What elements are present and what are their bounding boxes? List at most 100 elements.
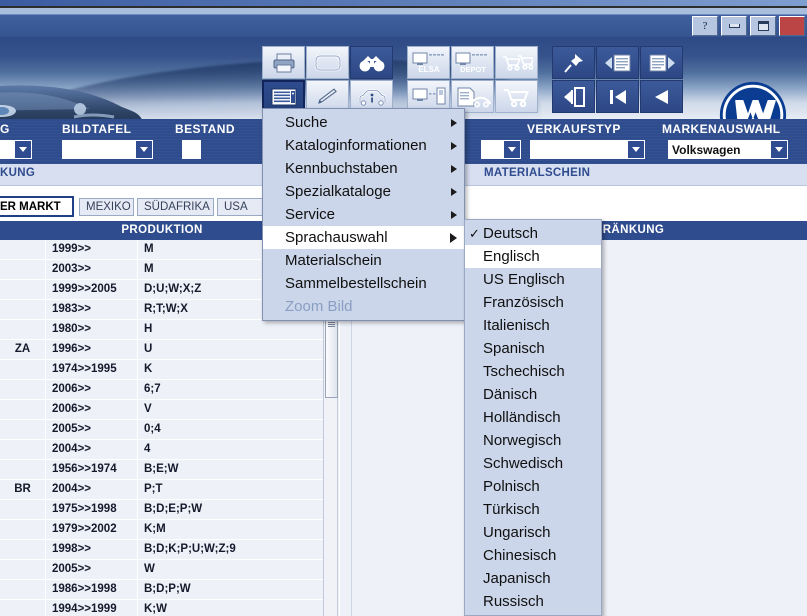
cell-country [0, 560, 46, 579]
table-row[interactable]: 1956>>1974 B;E;W [0, 460, 324, 480]
print-icon[interactable] [262, 46, 305, 79]
menu-item-sprachauswahl[interactable]: Sprachauswahl [263, 226, 464, 249]
table-row[interactable]: 1999>> M [0, 240, 324, 260]
language-item-japanisch[interactable]: Japanisch [465, 567, 601, 590]
first-page-icon[interactable] [596, 80, 639, 113]
language-item-tschechisch[interactable]: Tschechisch [465, 360, 601, 383]
table-row[interactable]: 1998>> B;D;K;P;U;W;Z;9 [0, 540, 324, 560]
language-item-schwedisch[interactable]: Schwedisch [465, 452, 601, 475]
toolbar-group-1 [262, 46, 394, 114]
table-row[interactable]: 2005>> W [0, 560, 324, 580]
binoculars-icon[interactable] [350, 46, 393, 79]
language-item-polnisch[interactable]: Polnisch [465, 475, 601, 498]
combo-bildtafel[interactable] [62, 140, 153, 159]
combo-g[interactable] [0, 140, 32, 159]
cell-country [0, 320, 46, 339]
table-row[interactable]: 1994>>1999 K;W [0, 600, 324, 616]
table-row[interactable]: 1999>>2005 D;U;W;X;Z [0, 280, 324, 300]
menu-item-suche[interactable]: Suche [263, 111, 464, 134]
chevron-down-icon[interactable] [135, 141, 152, 158]
table-row[interactable]: 1974>>1995 K [0, 360, 324, 380]
cell-production-years: 1956>>1974 [46, 460, 138, 479]
table-row[interactable]: 2003>> M [0, 260, 324, 280]
cell-country [0, 540, 46, 559]
cell-codes: 6;7 [144, 383, 161, 395]
table-row[interactable]: 1980>> H [0, 320, 324, 340]
menu-item-label: Materialschein [285, 252, 382, 269]
next-document-icon[interactable] [640, 46, 683, 79]
menu-item-service[interactable]: Service [263, 203, 464, 226]
language-submenu[interactable]: ✓ Deutsch Englisch US Englisch Französisch It… [464, 219, 602, 616]
document-car-icon[interactable] [451, 80, 494, 113]
back-icon[interactable] [640, 80, 683, 113]
menu-item-materialschein[interactable]: Materialschein [263, 249, 464, 272]
minimize-button[interactable] [721, 16, 747, 36]
table-row[interactable]: 2006>> 6;7 [0, 380, 324, 400]
table-row[interactable]: 1975>>1998 B;D;E;P;W [0, 500, 324, 520]
monitor-device-icon[interactable] [407, 80, 450, 113]
elsa-icon[interactable]: ELSA [407, 46, 450, 79]
double-cart-icon[interactable] [495, 46, 538, 79]
cell-country [0, 400, 46, 419]
language-item-franz-sisch[interactable]: Französisch [465, 291, 601, 314]
combo-unlabeled[interactable] [481, 140, 521, 159]
tab-mexiko[interactable]: MEXIKO [79, 198, 134, 216]
language-item-label: Holländisch [483, 409, 561, 426]
language-item-spanisch[interactable]: Spanisch [465, 337, 601, 360]
chevron-down-icon[interactable] [14, 141, 31, 158]
menu-item-sammelbestellschein[interactable]: Sammelbestellschein [263, 272, 464, 295]
chevron-down-icon[interactable] [627, 141, 644, 158]
language-item-deutsch[interactable]: ✓ Deutsch [465, 222, 601, 245]
table-row[interactable]: 1979>>2002 K;M [0, 520, 324, 540]
language-item-d-nisch[interactable]: Dänisch [465, 383, 601, 406]
language-item-holl-ndisch[interactable]: Holländisch [465, 406, 601, 429]
language-item-label: Russisch [483, 593, 544, 610]
checkbox-bestand[interactable] [182, 140, 201, 159]
combo-markenauswahl[interactable]: Volkswagen [668, 140, 788, 159]
field-label-g: G [0, 122, 10, 136]
language-item-englisch[interactable]: Englisch [465, 245, 601, 268]
menu-item-spezialkataloge[interactable]: Spezialkataloge [263, 180, 464, 203]
previous-document-icon[interactable] [596, 46, 639, 79]
language-item-italienisch[interactable]: Italienisch [465, 314, 601, 337]
language-item-label: Deutsch [483, 225, 539, 242]
cell-codes: U [144, 343, 153, 355]
menu-item-label: Suche [285, 114, 328, 131]
combo-unlabeled-value [482, 141, 503, 158]
table-row[interactable]: 1986>>1998 B;D;P;W [0, 580, 324, 600]
depot-icon[interactable]: DEPOT [451, 46, 494, 79]
language-item-russisch[interactable]: Russisch [465, 590, 601, 613]
table-row[interactable]: 2004>> 4 [0, 440, 324, 460]
restore-button[interactable] [750, 16, 776, 36]
table-row[interactable]: 1983>> R;T;W;X [0, 300, 324, 320]
combo-verkaufstyp[interactable] [530, 140, 645, 159]
table-row[interactable]: BR 2004>> P;T [0, 480, 324, 500]
cell-production-years: 1979>>2002 [46, 520, 138, 539]
exit-icon[interactable] [552, 80, 595, 113]
menu-item-kataloginformationen[interactable]: Kataloginformationen [263, 134, 464, 157]
language-item-ungarisch[interactable]: Ungarisch [465, 521, 601, 544]
main-dropdown-menu[interactable]: Suche Kataloginformationen Kennbuchstaben S… [262, 108, 465, 321]
subbar-right-label: MATERIALSCHEIN [484, 167, 591, 179]
language-item-t-rkisch[interactable]: Türkisch [465, 498, 601, 521]
tab-suedafrika[interactable]: SÜDAFRIKA [137, 198, 214, 216]
language-item-us-englisch[interactable]: US Englisch [465, 268, 601, 291]
table-row[interactable]: ZA 1996>> U [0, 340, 324, 360]
language-item-norwegisch[interactable]: Norwegisch [465, 429, 601, 452]
list-document-icon[interactable] [262, 80, 305, 113]
language-item-chinesisch[interactable]: Chinesisch [465, 544, 601, 567]
frame-icon[interactable] [306, 46, 349, 79]
help-button[interactable]: ? [692, 16, 718, 36]
close-button[interactable] [779, 16, 805, 36]
tab-usa[interactable]: USA [217, 198, 265, 216]
tab-er-markt[interactable]: ER MARKT [0, 196, 74, 217]
chevron-down-icon[interactable] [770, 141, 787, 158]
table-row[interactable]: 2006>> V [0, 400, 324, 420]
menu-item-label: Spezialkataloge [285, 183, 391, 200]
cart-icon[interactable] [495, 80, 538, 113]
menu-item-label: Sammelbestellschein [285, 275, 427, 292]
menu-item-kennbuchstaben[interactable]: Kennbuchstaben [263, 157, 464, 180]
chevron-down-icon[interactable] [503, 141, 520, 158]
pin-icon[interactable] [552, 46, 595, 79]
table-row[interactable]: 2005>> 0;4 [0, 420, 324, 440]
